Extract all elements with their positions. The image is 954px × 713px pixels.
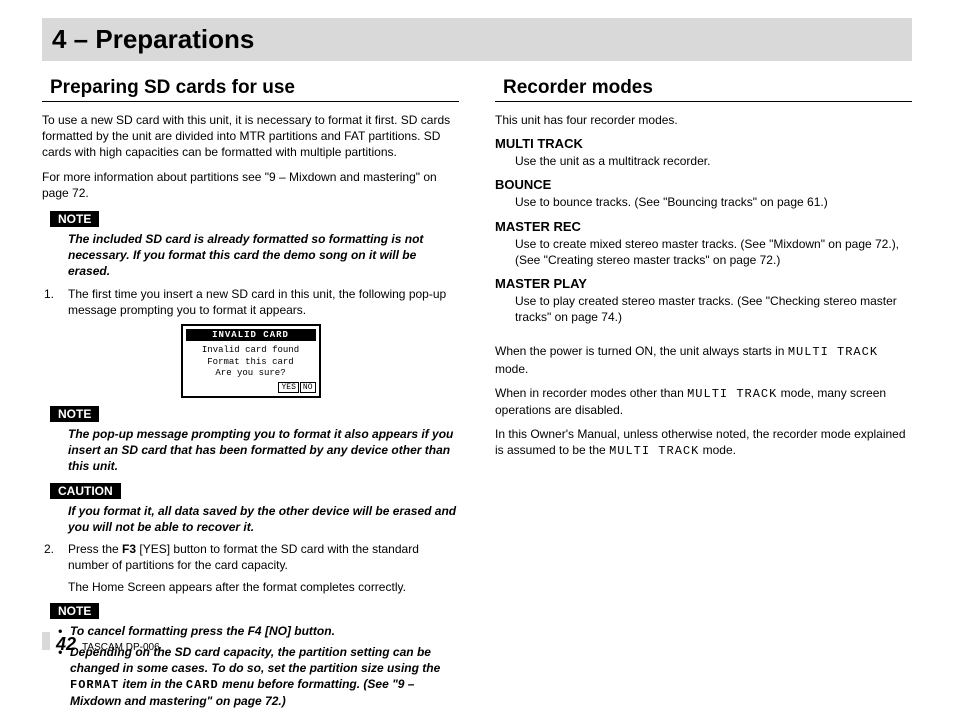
mode-desc: Use the unit as a multitrack recorder. — [495, 153, 912, 169]
lcd-line: Format this card — [188, 357, 314, 369]
text: item in the — [119, 677, 186, 691]
columns: Preparing SD cards for use To use a new … — [42, 77, 912, 713]
right-column: Recorder modes This unit has four record… — [495, 77, 912, 713]
lcd-title: INVALID CARD — [186, 329, 316, 341]
multi-track-mode: MULTI TRACK — [788, 345, 878, 359]
paragraph: To use a new SD card with this unit, it … — [42, 112, 459, 161]
note-text: The pop-up message prompting you to form… — [42, 426, 459, 475]
mode-desc: Use to play created stereo master tracks… — [495, 293, 912, 325]
mode-name: MASTER PLAY — [495, 276, 912, 291]
page-number: 42 — [56, 634, 76, 655]
format-menu-item: FORMAT — [70, 678, 119, 692]
text: mode. — [495, 362, 528, 376]
chapter-bar: 4 – Preparations — [42, 18, 912, 61]
caution-label: CAUTION — [50, 483, 121, 499]
step-1: 1. The first time you insert a new SD ca… — [42, 286, 459, 318]
lcd-buttons: YESNO — [186, 382, 316, 393]
caution-text: If you format it, all data saved by the … — [42, 503, 459, 535]
footer: 42 TASCAM DP-006 — [42, 632, 160, 655]
mode-name: MULTI TRACK — [495, 136, 912, 151]
page-root: 4 – Preparations Preparing SD cards for … — [0, 0, 954, 713]
section-title-sd: Preparing SD cards for use — [42, 77, 459, 102]
multi-track-mode: MULTI TRACK — [609, 444, 699, 458]
lcd-body: Invalid card found Format this card Are … — [186, 341, 316, 382]
note-label: NOTE — [50, 603, 99, 619]
lcd-yes-button: YES — [278, 382, 298, 393]
text: When in recorder modes other than — [495, 386, 687, 400]
left-column: Preparing SD cards for use To use a new … — [42, 77, 459, 713]
product-name: TASCAM DP-006 — [82, 642, 160, 653]
text: mode. — [699, 443, 736, 457]
note-text: The included SD card is already formatte… — [42, 231, 459, 280]
step-2: 2. Press the F3 [YES] button to format t… — [42, 541, 459, 596]
text: The Home Screen appears after the format… — [68, 580, 406, 594]
step-body: Press the F3 [YES] button to format the … — [68, 541, 459, 596]
text: [NO] button. — [262, 624, 335, 638]
paragraph: This unit has four recorder modes. — [495, 112, 912, 128]
paragraph: When in recorder modes other than MULTI … — [495, 385, 912, 418]
mode-desc: Use to create mixed stereo master tracks… — [495, 236, 912, 268]
step-body: The first time you insert a new SD card … — [68, 286, 459, 318]
lcd-wrap: INVALID CARD Invalid card found Format t… — [42, 324, 459, 398]
mode-name: MASTER REC — [495, 219, 912, 234]
f3-key: F3 — [122, 542, 136, 556]
paragraph: For more information about partitions se… — [42, 169, 459, 201]
lcd-no-button: NO — [300, 382, 316, 393]
paragraph: When the power is turned ON, the unit al… — [495, 343, 912, 376]
text: Press the — [68, 542, 122, 556]
chapter-title: 4 – Preparations — [52, 24, 902, 55]
mode-desc: Use to bounce tracks. (See "Bouncing tra… — [495, 194, 912, 210]
f4-key: F4 — [248, 624, 262, 638]
step-number: 1. — [44, 286, 68, 318]
note-label: NOTE — [50, 211, 99, 227]
section-title-modes: Recorder modes — [495, 77, 912, 102]
mode-name: BOUNCE — [495, 177, 912, 192]
step-number: 2. — [44, 541, 68, 596]
lcd-line: Invalid card found — [188, 345, 314, 357]
multi-track-mode: MULTI TRACK — [687, 387, 777, 401]
text: When the power is turned ON, the unit al… — [495, 344, 788, 358]
paragraph: In this Owner's Manual, unless otherwise… — [495, 426, 912, 459]
lcd-line: Are you sure? — [188, 368, 314, 380]
card-menu: CARD — [186, 678, 219, 692]
lcd-screen: INVALID CARD Invalid card found Format t… — [181, 324, 321, 398]
note-label: NOTE — [50, 406, 99, 422]
footer-bar — [42, 632, 50, 650]
